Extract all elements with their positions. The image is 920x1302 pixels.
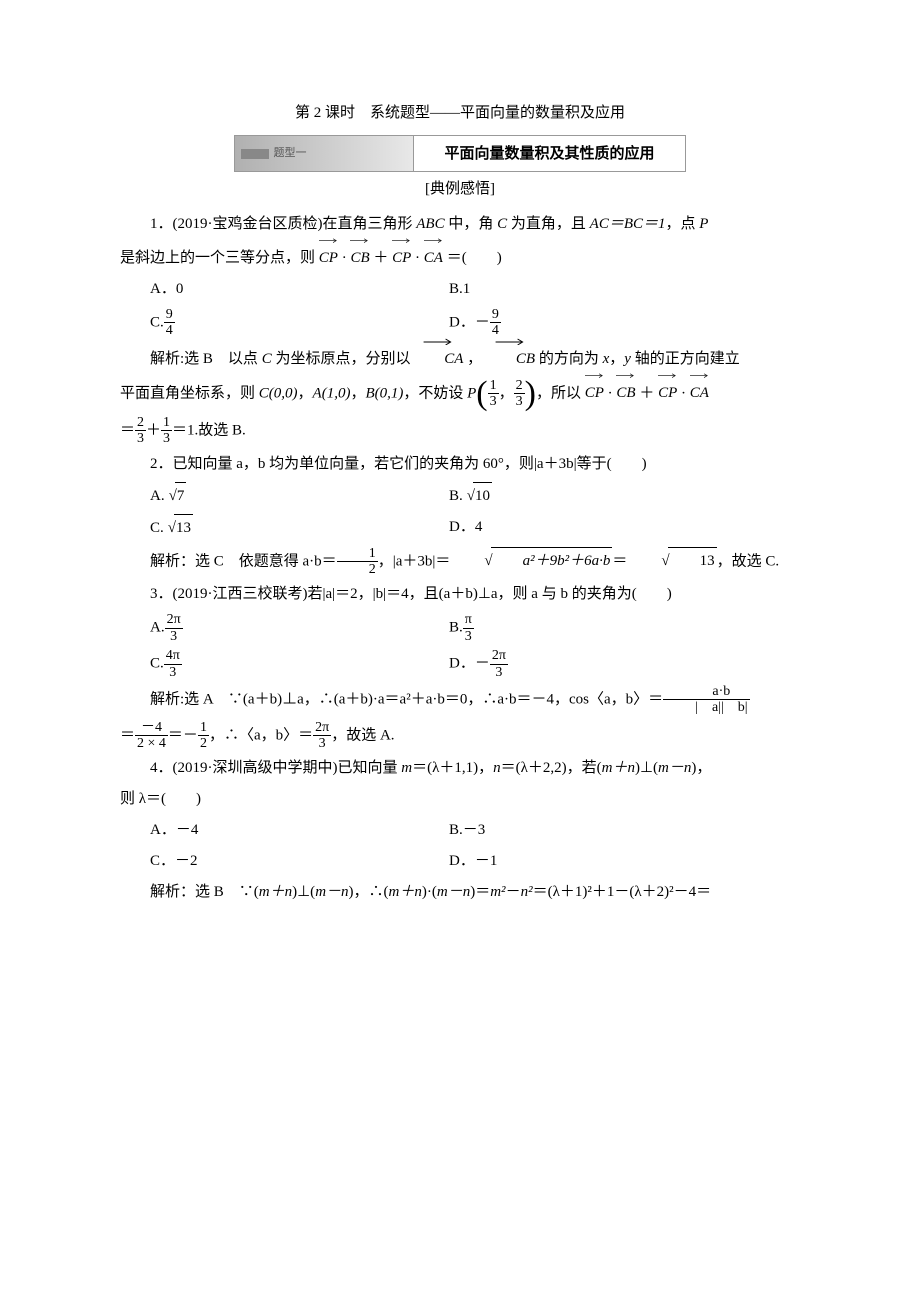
q3-opt-c: C.4π3 bbox=[150, 648, 449, 680]
q1-blank: ＝( ) bbox=[447, 250, 502, 266]
topic-tag-text: 题型一 bbox=[273, 144, 306, 164]
q1-plus: ＋ bbox=[373, 250, 392, 266]
q1-stem-line2: 是斜边上的一个三等分点，则 CP · CB ＋ CP · CA ＝( ) bbox=[120, 242, 800, 272]
q1-c: C bbox=[497, 216, 507, 232]
q1-solution-line1: 解析:选 B 以点 C 为坐标原点，分别以 CA ， CB 的方向为 x，y 轴… bbox=[120, 343, 800, 373]
q1-opt-d: D．－94 bbox=[449, 307, 800, 339]
q4-sol-label: 解析： bbox=[150, 884, 195, 900]
q1-text: )在直角三角形 bbox=[318, 216, 417, 232]
q1-dot2: · bbox=[415, 250, 424, 266]
q4-opt-b: B.－3 bbox=[449, 817, 800, 844]
q1-l2a: 是斜边上的一个三等分点，则 bbox=[120, 250, 319, 266]
q1-abc: ABC bbox=[416, 216, 444, 232]
q4-options-row2: C．－2 D．－1 bbox=[120, 848, 800, 875]
q2-solution: 解析：选 C 依题意得 a·b＝12，|a＋3b|＝a²＋9b²＋6a·b＝13… bbox=[120, 546, 800, 578]
q3-options-row1: A.2π3 B.π3 bbox=[120, 612, 800, 644]
vector-cp4: CP bbox=[658, 377, 677, 407]
q1-solution-line2: 平面直角坐标系，则 C(0,0)，A(1,0)，B(0,1)，不妨设 P(13，… bbox=[120, 377, 800, 411]
q4-source: 深圳高级中学期中 bbox=[213, 760, 333, 776]
q1-prefix: 1．(2019· bbox=[150, 216, 213, 232]
q2-opt-d: D．4 bbox=[449, 514, 800, 542]
q1-source: 宝鸡金台区质检 bbox=[213, 216, 318, 232]
q2-opt-c: C.13 bbox=[150, 514, 449, 542]
vector-cb3: CB bbox=[616, 377, 635, 407]
q2-stem: 2．已知向量 a，b 均为单位向量，若它们的夹角为 60°，则|a＋3b|等于(… bbox=[120, 451, 800, 478]
q1-opt-a: A．0 bbox=[150, 276, 449, 303]
vector-ca2: CA bbox=[414, 343, 463, 373]
q3-opt-b: B.π3 bbox=[449, 612, 800, 644]
q4-opt-a: A．－4 bbox=[150, 817, 449, 844]
q3-sol-label: 解析: bbox=[150, 691, 184, 707]
topic-title-text: 平面向量数量积及其性质的应用 bbox=[444, 140, 654, 167]
q1-options-row1: A．0 B.1 bbox=[120, 276, 800, 303]
q3-opt-d: D．－2π3 bbox=[449, 648, 800, 680]
q1-text3: 为直角，且 bbox=[507, 216, 590, 232]
q1-text2: 中，角 bbox=[445, 216, 498, 232]
q1-text4: ，点 bbox=[666, 216, 700, 232]
q4-options-row1: A．－4 B.－3 bbox=[120, 817, 800, 844]
q4-stem-line2: 则 λ＝( ) bbox=[120, 786, 800, 813]
q4-solution: 解析：选 B ∵(m＋n)⊥(m－n)，∴(m＋n)·(m－n)＝m²－n²＝(… bbox=[120, 879, 800, 906]
vector-cb2: CB bbox=[486, 343, 535, 373]
vector-cp: CP bbox=[319, 242, 338, 272]
q2-options-row2: C.13 D．4 bbox=[120, 514, 800, 542]
topic-tag-box: 题型一 bbox=[234, 135, 414, 172]
vector-cp3: CP bbox=[585, 377, 604, 407]
q1-sol-label: 解析: bbox=[150, 351, 184, 367]
q3-opt-a: A.2π3 bbox=[150, 612, 449, 644]
section-subtitle: [典例感悟] bbox=[120, 176, 800, 203]
q1-stem-line1: 1．(2019·宝鸡金台区质检)在直角三角形 ABC 中，角 C 为直角，且 A… bbox=[120, 211, 800, 238]
q2-sol-label: 解析： bbox=[150, 553, 195, 569]
q4-stem-line1: 4．(2019·深圳高级中学期中)已知向量 m＝(λ＋1,1)，n＝(λ＋2,2… bbox=[120, 755, 800, 782]
q1-opt-c: C.94 bbox=[150, 307, 449, 339]
point-p-coords: (13，23) bbox=[476, 377, 536, 411]
q3-source: 江西三校联考 bbox=[213, 586, 303, 602]
q3-options-row2: C.4π3 D．－2π3 bbox=[120, 648, 800, 680]
q2-options-row1: A.7 B.10 bbox=[120, 482, 800, 510]
q1-options-row2: C.94 D．－94 bbox=[120, 307, 800, 339]
vector-ca: CA bbox=[424, 242, 443, 272]
vector-cp2: CP bbox=[392, 242, 411, 272]
q3-stem: 3．(2019·江西三校联考)若|a|＝2，|b|＝4，且(a＋b)⊥a，则 a… bbox=[120, 581, 800, 608]
q4-opt-c: C．－2 bbox=[150, 848, 449, 875]
q2-opt-a: A.7 bbox=[150, 482, 449, 510]
topic-header: 题型一 平面向量数量积及其性质的应用 bbox=[120, 135, 800, 172]
q3-solution-line1: 解析:选 A ∵(a＋b)⊥a，∴(a＋b)·a＝a²＋a·b＝0，∴a·b＝－… bbox=[120, 684, 800, 716]
q1-solution-line3: ＝23＋13＝1.故选 B. bbox=[120, 415, 800, 447]
q1-opt-b: B.1 bbox=[449, 276, 800, 303]
q1-eq: AC＝BC＝1 bbox=[590, 216, 666, 232]
q1-dot1: · bbox=[342, 250, 351, 266]
topic-title-box: 平面向量数量积及其性质的应用 bbox=[414, 135, 685, 172]
q3-solution-line2: ＝－42 × 4＝－12，∴〈a，b〉＝2π3，故选 A. bbox=[120, 720, 800, 752]
vector-cb: CB bbox=[350, 242, 369, 272]
vector-ca3: CA bbox=[690, 377, 709, 407]
q1-p: P bbox=[699, 216, 708, 232]
q2-opt-b: B.10 bbox=[449, 482, 800, 510]
lesson-title: 第 2 课时 系统题型——平面向量的数量积及应用 bbox=[120, 100, 800, 127]
q4-opt-d: D．－1 bbox=[449, 848, 800, 875]
